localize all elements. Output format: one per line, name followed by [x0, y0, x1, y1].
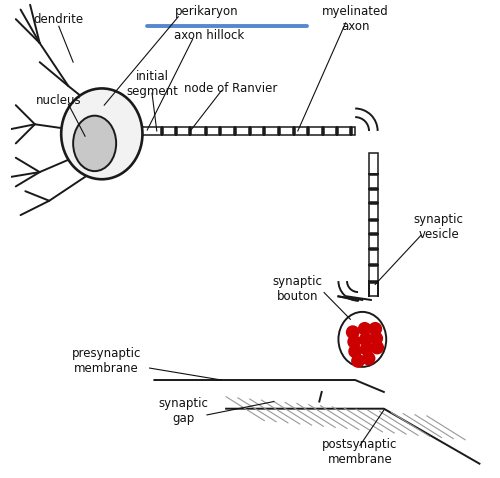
- Bar: [266, 127, 278, 135]
- Text: initial
segment: initial segment: [126, 70, 178, 98]
- Circle shape: [370, 332, 382, 345]
- Bar: [222, 127, 234, 135]
- Circle shape: [362, 352, 375, 365]
- Bar: [310, 127, 322, 135]
- Text: synaptic
gap: synaptic gap: [158, 397, 208, 425]
- Circle shape: [349, 345, 362, 358]
- Circle shape: [346, 326, 359, 338]
- Bar: [177, 127, 190, 135]
- Text: synaptic
vesicle: synaptic vesicle: [414, 213, 464, 241]
- Circle shape: [371, 341, 384, 354]
- Bar: [369, 266, 378, 281]
- Circle shape: [360, 343, 373, 355]
- Bar: [369, 204, 378, 219]
- Text: myelinated
axon: myelinated axon: [322, 5, 388, 33]
- Bar: [369, 190, 378, 202]
- Bar: [162, 127, 175, 135]
- Text: perikaryon: perikaryon: [175, 5, 239, 19]
- Bar: [251, 127, 264, 135]
- Bar: [338, 127, 350, 135]
- Bar: [207, 127, 220, 135]
- Circle shape: [352, 355, 364, 367]
- Bar: [191, 127, 205, 135]
- Circle shape: [348, 336, 360, 348]
- Bar: [236, 127, 249, 135]
- Bar: [280, 127, 293, 135]
- Bar: [295, 127, 308, 135]
- Ellipse shape: [73, 116, 116, 171]
- Bar: [352, 127, 355, 135]
- Text: node of Ranvier: node of Ranvier: [184, 82, 278, 95]
- Text: presynaptic
membrane: presynaptic membrane: [72, 347, 142, 375]
- Bar: [369, 235, 378, 248]
- Text: axon hillock: axon hillock: [174, 29, 244, 43]
- Bar: [369, 153, 378, 174]
- Bar: [142, 127, 160, 135]
- Text: synaptic
bouton: synaptic bouton: [273, 275, 322, 303]
- Text: dendrite: dendrite: [34, 12, 84, 26]
- Circle shape: [369, 323, 382, 335]
- Bar: [324, 127, 336, 135]
- Bar: [369, 283, 378, 296]
- Bar: [369, 221, 378, 233]
- Text: postsynaptic
membrane: postsynaptic membrane: [322, 438, 398, 466]
- Circle shape: [360, 333, 372, 346]
- Ellipse shape: [61, 88, 142, 179]
- Ellipse shape: [338, 312, 386, 367]
- Text: nucleus: nucleus: [36, 94, 82, 107]
- Bar: [369, 250, 378, 264]
- Bar: [369, 175, 378, 188]
- Circle shape: [358, 323, 371, 335]
